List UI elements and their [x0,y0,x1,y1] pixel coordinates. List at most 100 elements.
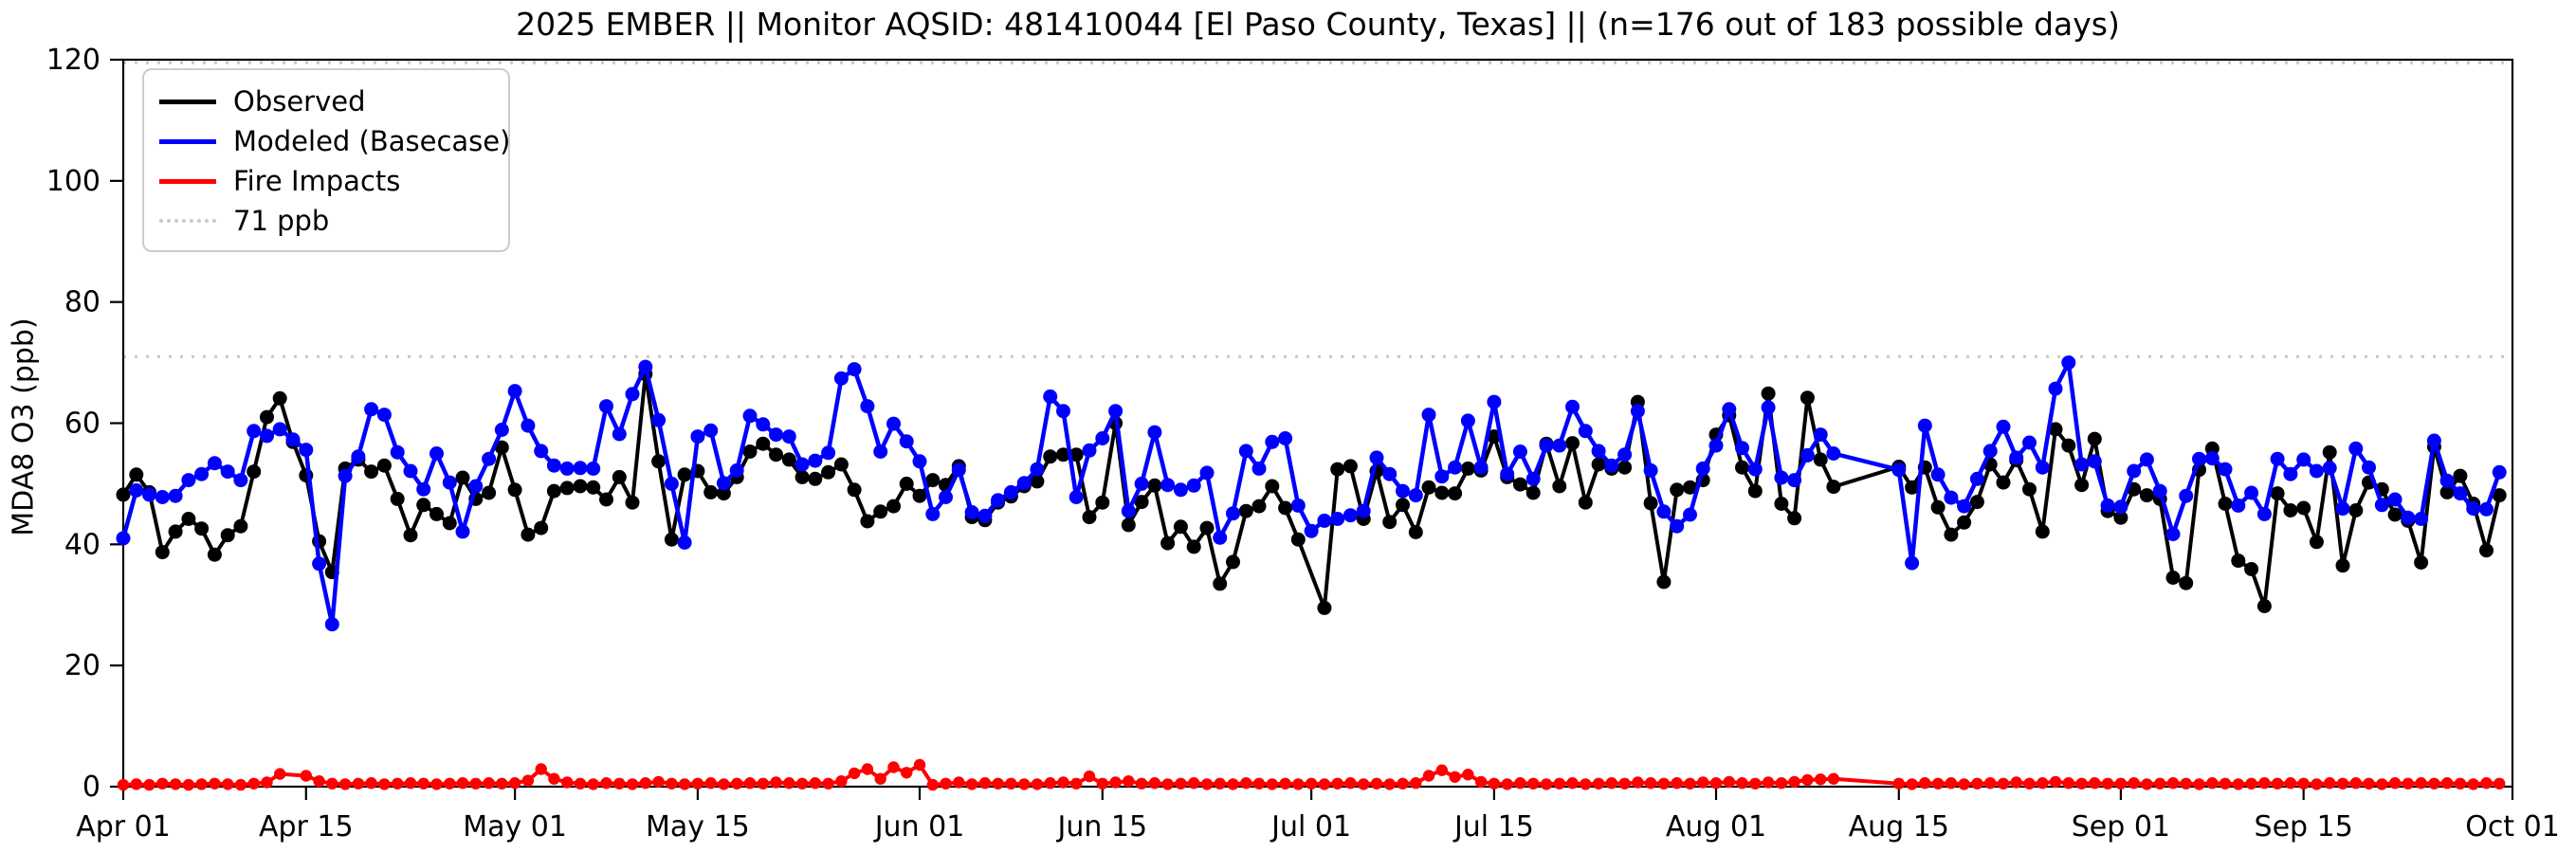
data-point [1278,500,1293,516]
data-point [756,417,771,432]
data-point [1213,576,1228,591]
data-point [587,778,599,790]
data-point [651,454,667,469]
data-point [1030,474,1045,489]
data-point [2283,466,2298,481]
data-point [1930,467,1946,482]
data-point [781,429,796,445]
x-tick-label: Jul 01 [1270,810,1351,844]
series-line-observed [121,372,2502,610]
data-point [260,428,274,444]
data-point [455,524,470,539]
data-point [925,506,941,521]
data-point [1056,404,1070,419]
data-point [404,777,417,789]
data-point [2141,778,2153,790]
data-point [1488,777,1501,789]
data-point [703,423,719,438]
data-point [1186,478,1201,493]
data-point [978,777,992,789]
data-point [1069,447,1084,463]
data-point [769,447,783,463]
data-point [2466,501,2481,517]
data-point [1082,443,1097,458]
data-point [574,777,587,789]
data-point [233,518,248,534]
data-point [1826,446,1841,461]
data-point [1604,458,1619,473]
data-point [886,416,901,431]
data-point [1474,775,1488,789]
data-point [1410,777,1422,789]
data-point [1069,490,1084,504]
data-point [2453,468,2468,483]
data-point [887,761,900,773]
data-point [1108,404,1124,419]
data-point [1370,777,1383,789]
data-point [2244,562,2259,576]
data-point [716,486,731,501]
data-point [1448,460,1463,475]
data-point [2492,464,2507,480]
data-point [912,488,927,503]
data-point [1460,461,1475,476]
data-point [2401,510,2416,525]
data-point [2426,433,2441,448]
data-point [117,778,130,791]
data-point [2256,599,2272,613]
data-point [2048,381,2063,396]
data-point [469,777,482,789]
data-point [2309,535,2324,550]
data-point [534,520,549,535]
data-point [2284,777,2297,789]
data-point [1969,495,1984,510]
data-point [1460,413,1475,428]
data-point [1578,424,1593,439]
data-point [2439,484,2455,499]
data-point [940,777,952,789]
data-point [795,469,810,484]
data-point [1500,466,1515,481]
data-point [833,457,849,472]
data-point [1552,479,1567,494]
x-tick-label: Apr 01 [76,810,171,844]
data-point [442,475,457,490]
data-point [964,505,979,519]
data-point [899,434,914,449]
data-point [285,432,301,447]
data-point [220,464,235,480]
data-point [2440,777,2454,789]
data-point [299,443,314,458]
data-point [926,778,939,791]
data-point [2113,510,2128,525]
data-point [2387,492,2402,507]
data-point [1565,436,1580,451]
data-point [1161,778,1174,790]
data-point [1123,775,1135,788]
data-point [1747,462,1763,477]
data-point [2101,777,2114,789]
data-point [1227,778,1239,790]
data-point [1056,447,1070,463]
data-point [181,512,196,526]
y-tick-label: 20 [64,649,100,682]
data-point [847,362,862,377]
data-point [2114,777,2128,789]
data-point [1644,777,1657,789]
data-point [1708,438,1724,453]
data-point [965,778,978,790]
data-point [1173,482,1188,498]
data-point [496,777,508,789]
data-point [1552,438,1567,453]
data-point [2244,485,2259,500]
data-point [2453,486,2468,501]
data-point [992,777,1004,789]
data-point [626,778,639,790]
data-point [430,778,443,790]
data-point [2074,457,2090,472]
data-point [2075,777,2088,789]
data-point [639,777,651,789]
data-point [2022,435,2037,450]
data-point [1526,471,1541,486]
data-point [860,514,875,529]
